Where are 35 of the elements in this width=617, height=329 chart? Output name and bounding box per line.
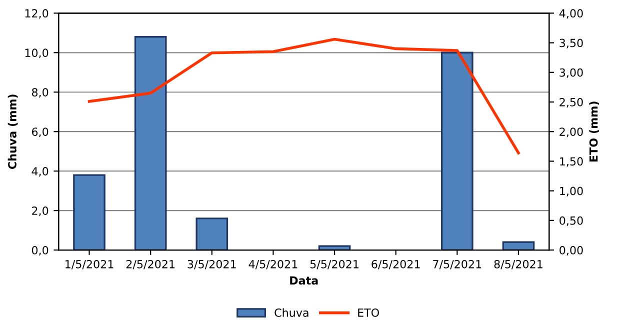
- x-tick-label: 5/5/2021: [310, 260, 358, 270]
- y2-tick-label: 0,50: [560, 216, 583, 226]
- x-tick-label: 2/5/2021: [126, 260, 175, 270]
- y2-tick-label: 3,50: [560, 38, 583, 48]
- y-tick-label: 4,0: [32, 167, 48, 177]
- x-tick-label: 3/5/2021: [188, 260, 236, 270]
- x-tick-label: 6/5/2021: [372, 260, 420, 270]
- y2-tick-label: 4,00: [559, 9, 583, 19]
- legend-label: ETO: [358, 308, 379, 317]
- bar: [196, 218, 228, 250]
- y2-tick-label: 1,50: [560, 157, 583, 167]
- y-axis-title: Chuva (mm): [8, 94, 18, 169]
- y-tick-label: 2,0: [32, 206, 48, 216]
- legend-label: Chuva: [274, 308, 308, 317]
- y2-tick-label: 1,00: [560, 186, 583, 196]
- y-tick-label: 12,0: [25, 9, 48, 19]
- bar: [440, 52, 474, 250]
- y2-axis-title: ETO (mm): [589, 102, 600, 162]
- y-tick-label: 8,0: [32, 88, 48, 98]
- bar: [73, 174, 106, 250]
- y2-tick-label: 2,50: [560, 98, 583, 108]
- y2-tick-label: 3,00: [560, 68, 583, 78]
- y-tick-label: 0,0: [32, 246, 48, 256]
- y2-tick-label: 0,00: [560, 246, 583, 256]
- x-tick-label: 7/5/2021: [433, 260, 482, 270]
- x-tick-label: 1/5/2021: [66, 260, 114, 270]
- y2-tick-label: 2,00: [560, 128, 583, 138]
- bar: [502, 241, 535, 250]
- y-tick-label: 10,0: [25, 48, 48, 58]
- bar: [134, 36, 167, 250]
- x-tick-label: 4/5/2021: [248, 260, 298, 270]
- x-tick-label: 8/5/2021: [494, 260, 542, 270]
- x-axis-title: Data: [290, 276, 318, 285]
- line-series: [88, 38, 520, 154]
- y-tick-label: 6,0: [32, 128, 48, 138]
